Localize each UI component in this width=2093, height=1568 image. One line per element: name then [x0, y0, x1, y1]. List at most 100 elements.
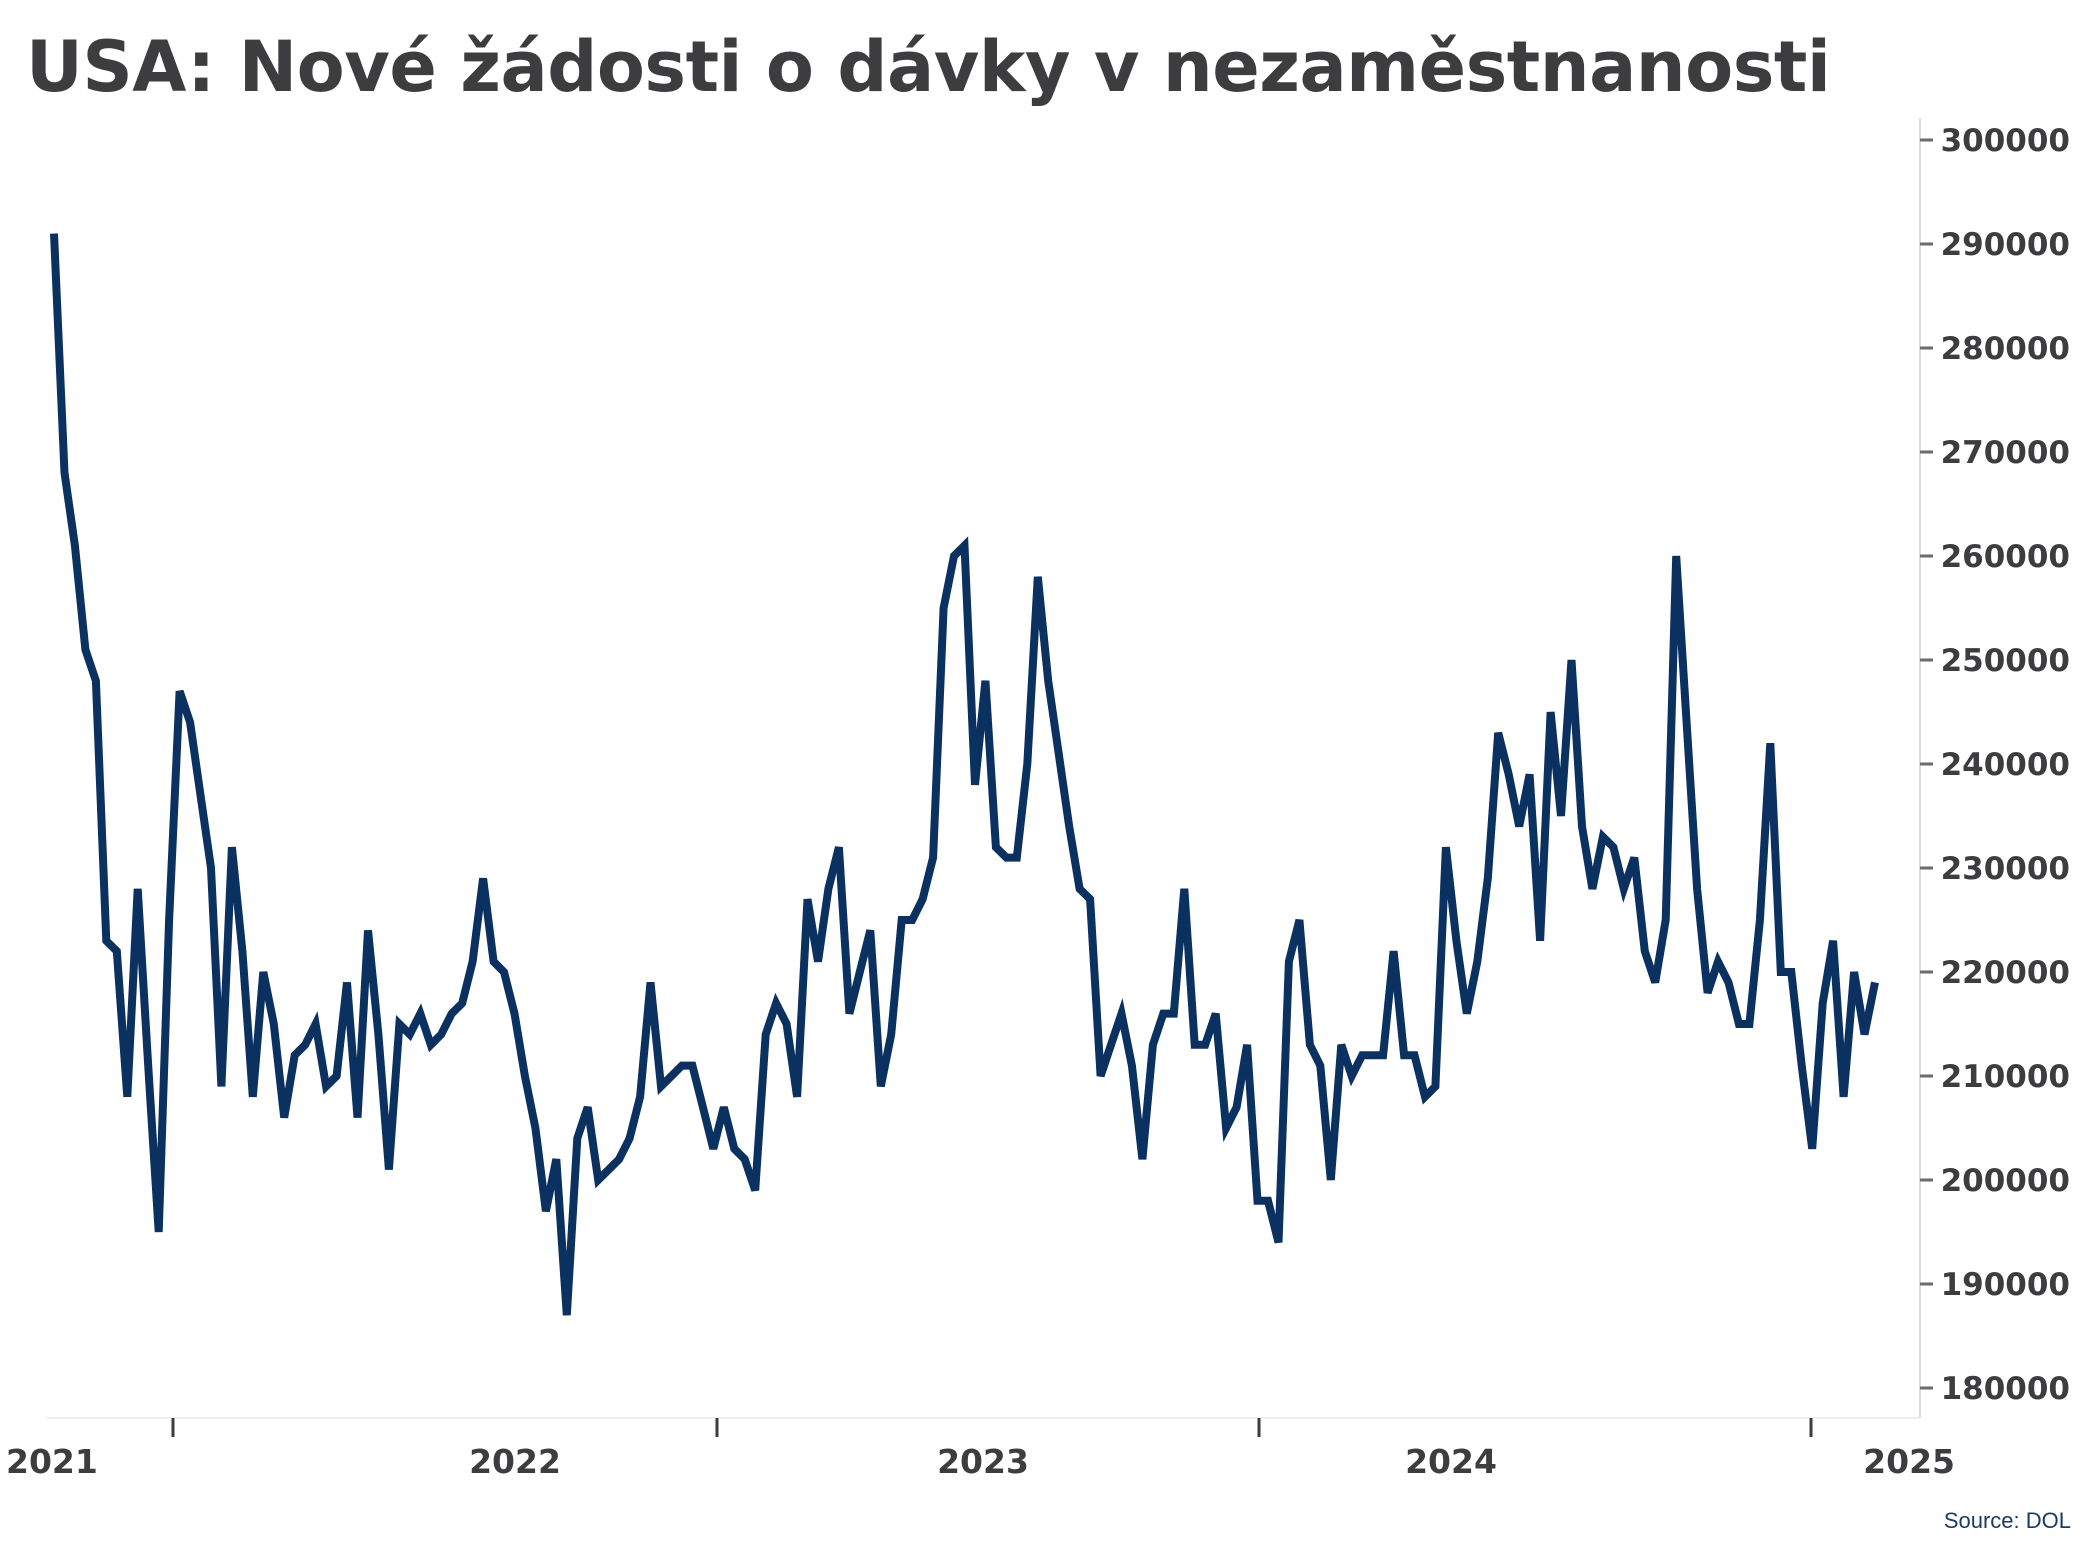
- data-point: [1360, 1053, 1364, 1057]
- data-point: [1570, 658, 1574, 662]
- data-point: [272, 1022, 276, 1026]
- data-point: [806, 897, 810, 901]
- x-tick-label: 2022: [469, 1442, 561, 1481]
- data-point: [994, 845, 998, 849]
- data-point: [356, 1116, 360, 1120]
- y-tick-label: 210000: [1941, 1059, 2070, 1095]
- data-point: [481, 876, 485, 880]
- data-point: [617, 1157, 621, 1161]
- data-point: [1046, 679, 1050, 683]
- data-point: [1653, 980, 1657, 984]
- data-point: [942, 606, 946, 610]
- data-point: [1454, 939, 1458, 943]
- data-point: [1413, 1053, 1417, 1057]
- data-point: [1873, 980, 1877, 984]
- data-point: [136, 887, 140, 891]
- data-point: [1695, 887, 1699, 891]
- data-point: [230, 845, 234, 849]
- data-point: [628, 1136, 632, 1140]
- y-tick-label: 300000: [1941, 123, 2070, 159]
- data-point: [910, 918, 914, 922]
- data-point: [1590, 887, 1594, 891]
- source-note: Source: DOL: [1943, 1508, 2071, 1533]
- data-point: [868, 928, 872, 932]
- y-tick-label: 190000: [1941, 1267, 2070, 1303]
- data-point: [240, 949, 244, 953]
- data-point: [1643, 949, 1647, 953]
- data-point: [1685, 720, 1689, 724]
- data-point: [1203, 1043, 1207, 1047]
- data-point: [1601, 835, 1605, 839]
- data-point: [1277, 1240, 1281, 1244]
- data-point: [1496, 731, 1500, 735]
- data-point: [293, 1053, 297, 1057]
- data-point: [178, 689, 182, 693]
- data-point: [1831, 939, 1835, 943]
- data-point: [1381, 1053, 1385, 1057]
- data-point: [1182, 887, 1186, 891]
- data-point: [586, 1105, 590, 1109]
- data-point: [1266, 1199, 1270, 1203]
- data-point: [1517, 824, 1521, 828]
- data-point: [743, 1157, 747, 1161]
- data-point: [1716, 960, 1720, 964]
- data-point: [1318, 1064, 1322, 1068]
- data-point: [1004, 856, 1008, 860]
- data-point: [314, 1022, 318, 1026]
- data-point: [973, 783, 977, 787]
- data-point: [1224, 1126, 1228, 1130]
- y-tick-label: 240000: [1941, 747, 2070, 783]
- data-point: [199, 793, 203, 797]
- x-tick-label: 2021: [6, 1442, 98, 1481]
- data-point: [1109, 1043, 1113, 1047]
- data-point: [1287, 960, 1291, 964]
- data-point: [1161, 1012, 1165, 1016]
- data-point: [1140, 1157, 1144, 1161]
- data-point: [711, 1147, 715, 1151]
- data-point: [188, 720, 192, 724]
- data-point: [146, 1064, 150, 1068]
- y-tick-label: 230000: [1941, 851, 2070, 887]
- y-tick-label: 220000: [1941, 955, 2070, 991]
- data-point: [1371, 1053, 1375, 1057]
- data-point: [1674, 554, 1678, 558]
- data-point: [209, 866, 213, 870]
- data-point: [1706, 991, 1710, 995]
- data-point: [502, 970, 506, 974]
- data-point: [52, 232, 56, 236]
- data-point: [795, 1095, 799, 1099]
- data-point: [157, 1230, 161, 1234]
- data-point: [1193, 1043, 1197, 1047]
- data-point: [1852, 970, 1856, 974]
- data-point: [1015, 856, 1019, 860]
- data-point: [1308, 1043, 1312, 1047]
- data-point: [722, 1105, 726, 1109]
- data-point: [921, 897, 925, 901]
- data-point: [963, 544, 967, 548]
- x-tick-label: 2025: [1863, 1442, 1955, 1481]
- data-point: [1863, 1032, 1867, 1036]
- y-tick-label: 200000: [1941, 1163, 2070, 1199]
- data-point: [649, 980, 653, 984]
- data-point: [1632, 856, 1636, 860]
- data-point: [1727, 980, 1731, 984]
- data-point: [1078, 887, 1082, 891]
- data-point: [513, 1012, 517, 1016]
- data-point: [1789, 970, 1793, 974]
- data-point: [680, 1064, 684, 1068]
- data-point: [1433, 1084, 1437, 1088]
- data-point: [1737, 1022, 1741, 1026]
- data-point: [826, 887, 830, 891]
- data-point: [429, 1043, 433, 1047]
- data-point: [544, 1209, 548, 1213]
- data-point: [1758, 918, 1762, 922]
- data-point: [523, 1074, 527, 1078]
- y-tick-label: 270000: [1941, 435, 2070, 471]
- data-point: [115, 949, 119, 953]
- data-point: [638, 1095, 642, 1099]
- x-tick-label: 2024: [1405, 1442, 1497, 1481]
- data-point: [460, 1001, 464, 1005]
- data-point: [1842, 1095, 1846, 1099]
- data-point: [1151, 1043, 1155, 1047]
